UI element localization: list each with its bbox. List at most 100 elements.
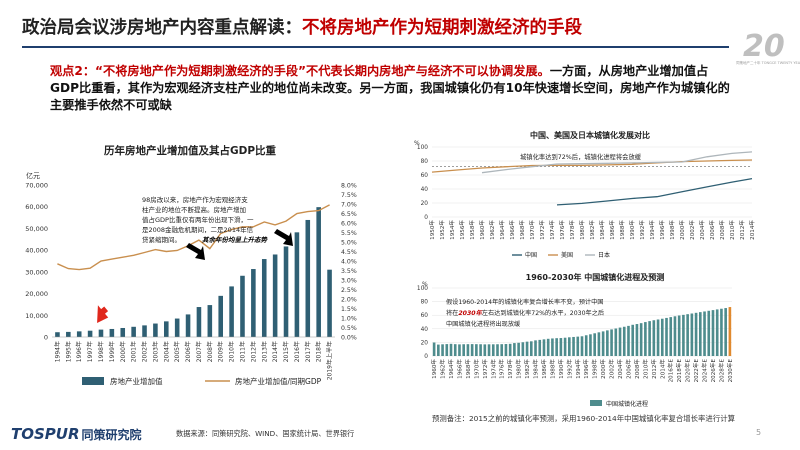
x-tick-label: 2012年 xyxy=(249,341,257,362)
x-tick-label: 2002年 xyxy=(141,341,149,362)
annotation-line: 中国城镇化进程将出现放缓 xyxy=(446,320,521,328)
x-tick-label: 1994年 xyxy=(574,359,582,379)
urbanization-bar xyxy=(479,344,482,356)
x-tick-label: 1988年 xyxy=(548,359,556,379)
x-tick-label: 1996年 xyxy=(582,359,590,379)
urbanization-bar xyxy=(635,324,639,356)
y2-tick-label: 7.5% xyxy=(341,192,357,199)
urbanization-bar xyxy=(669,317,673,356)
x-tick-label: 1954年 xyxy=(448,220,456,240)
y-tick-label: 20 xyxy=(421,201,429,207)
x-tick-label: 2008年 xyxy=(206,341,214,362)
series-line xyxy=(431,159,753,173)
y2-tick-label: 5.5% xyxy=(341,230,357,237)
urbanization-bar xyxy=(475,344,478,356)
legend-label: 美国 xyxy=(561,251,573,259)
urbanization-bar xyxy=(437,344,440,356)
x-tick-label: 1976年 xyxy=(558,220,566,240)
urbanization-bar xyxy=(500,344,504,356)
y2-tick-label: 5.0% xyxy=(341,240,357,247)
y2-tick-label: 2.0% xyxy=(341,297,357,304)
urbanization-bar xyxy=(622,326,626,356)
gdp-share-line xyxy=(57,204,330,271)
urbanization-bar xyxy=(648,321,651,356)
x-tick-label: 1984年 xyxy=(532,359,540,379)
urbanization-comparison-chart: 中国、美国及日本城镇化发展对比 % 0 20 40 60 80 100 1950年 1952… xyxy=(414,130,756,259)
x-tick-label: 2028年E xyxy=(717,359,725,383)
urbanization-bar xyxy=(496,344,499,356)
value-bar xyxy=(229,286,234,337)
urbanization-bar xyxy=(584,335,588,356)
x-tick-label: 1986年 xyxy=(540,359,548,379)
value-bar xyxy=(142,325,147,337)
x-tick-label: 2018年E xyxy=(675,359,683,383)
x-tick-label: 2018年 xyxy=(315,341,323,362)
urbanization-bar xyxy=(644,322,647,356)
urbanization-bar xyxy=(720,308,723,356)
x-tick-label: 2000年 xyxy=(119,341,127,362)
value-bar xyxy=(327,269,332,337)
urbanization-bar xyxy=(517,342,520,356)
legend-label: 中国城镇化进程 xyxy=(606,400,648,408)
series-line xyxy=(481,151,753,174)
legend-swatch-bar xyxy=(82,377,104,385)
y2-tick-label: 2.5% xyxy=(341,287,357,294)
x-tick-label: 2000年 xyxy=(599,359,607,379)
annotation-line: 是2008金融危机期间，二是2014年信 xyxy=(142,225,254,234)
x-tick-label: 2006年 xyxy=(624,359,632,379)
urbanization-bar xyxy=(660,318,664,356)
urbanization-bar xyxy=(453,344,457,356)
urbanization-bar xyxy=(589,334,592,356)
y2-tick-label: 0.5% xyxy=(341,325,357,332)
y2-tick-label: 7.0% xyxy=(341,202,357,209)
y2-tick-label: 4.0% xyxy=(341,259,357,266)
urbanization-bar xyxy=(462,344,465,356)
urbanization-bar xyxy=(690,313,694,356)
x-tick-label: 2012年 xyxy=(650,359,658,379)
annotation-line: 贷紧缩期间。 xyxy=(142,235,181,244)
value-bar xyxy=(196,307,202,337)
x-tick-label: 2007年 xyxy=(195,341,203,362)
x-tick-label: 2010年 xyxy=(228,341,236,362)
x-tick-label: 1966年 xyxy=(508,220,516,240)
x-tick-label: 1974年 xyxy=(489,359,497,379)
urbanization-bar xyxy=(601,331,605,356)
y-axis-label: 亿元 xyxy=(26,171,40,180)
urbanization-bar xyxy=(525,341,529,356)
urbanization-bar xyxy=(614,328,618,356)
x-tick-label: 1984年 xyxy=(598,220,606,240)
y-tick-label: 30,000 xyxy=(25,268,48,276)
value-bar xyxy=(153,323,158,337)
forecast-annotation: 假设1960-2014年的城镇化率复合增长率不变，预计中国 将在2030年左右达… xyxy=(446,298,604,328)
x-tick-label: 1962年 xyxy=(488,220,496,240)
value-bar xyxy=(55,332,60,337)
urbanization-bar xyxy=(728,307,732,356)
urbanization-bar xyxy=(551,338,554,356)
series-line xyxy=(556,177,753,206)
x-tick-label: 1962年 xyxy=(439,359,447,379)
page-title: 政治局会议涉房地产内容重点解读：不将房地产作为短期刺激经济的手段 xyxy=(22,14,582,39)
legend-label: 中国 xyxy=(525,251,537,259)
y2-tick-label: 0.0% xyxy=(341,335,357,342)
x-tick-label: 1982年 xyxy=(588,220,596,240)
viewpoint-lead: 观点2：“不将房地产作为短期刺激经济的手段”不代表长期内房地产与经济不可以协调发… xyxy=(50,64,550,78)
x-tick-label: 1980年 xyxy=(578,220,586,240)
value-bar xyxy=(87,330,93,337)
legend-label: 日本 xyxy=(598,251,610,259)
x-tick-label: 1996年 xyxy=(658,220,666,240)
y2-tick-label: 1.5% xyxy=(341,306,357,313)
x-tick-label: 1998年 xyxy=(668,220,676,240)
y2-tick-label: 6.0% xyxy=(341,221,357,228)
x-tick-label: 2017年 xyxy=(304,341,312,362)
x-tick-label: 1978年 xyxy=(506,359,514,379)
x-tick-label: 1970年 xyxy=(528,220,536,240)
value-bar xyxy=(251,269,256,337)
x-tick-label: 2011年 xyxy=(238,341,246,362)
x-tick-label: 2004年 xyxy=(698,220,706,240)
urbanization-bar xyxy=(610,329,613,356)
urbanization-bar xyxy=(682,314,685,356)
urbanization-bar xyxy=(521,342,525,356)
y2-tick-label: 1.0% xyxy=(341,316,357,323)
value-bar xyxy=(207,305,213,337)
x-tick-label: 1997年 xyxy=(86,341,94,362)
